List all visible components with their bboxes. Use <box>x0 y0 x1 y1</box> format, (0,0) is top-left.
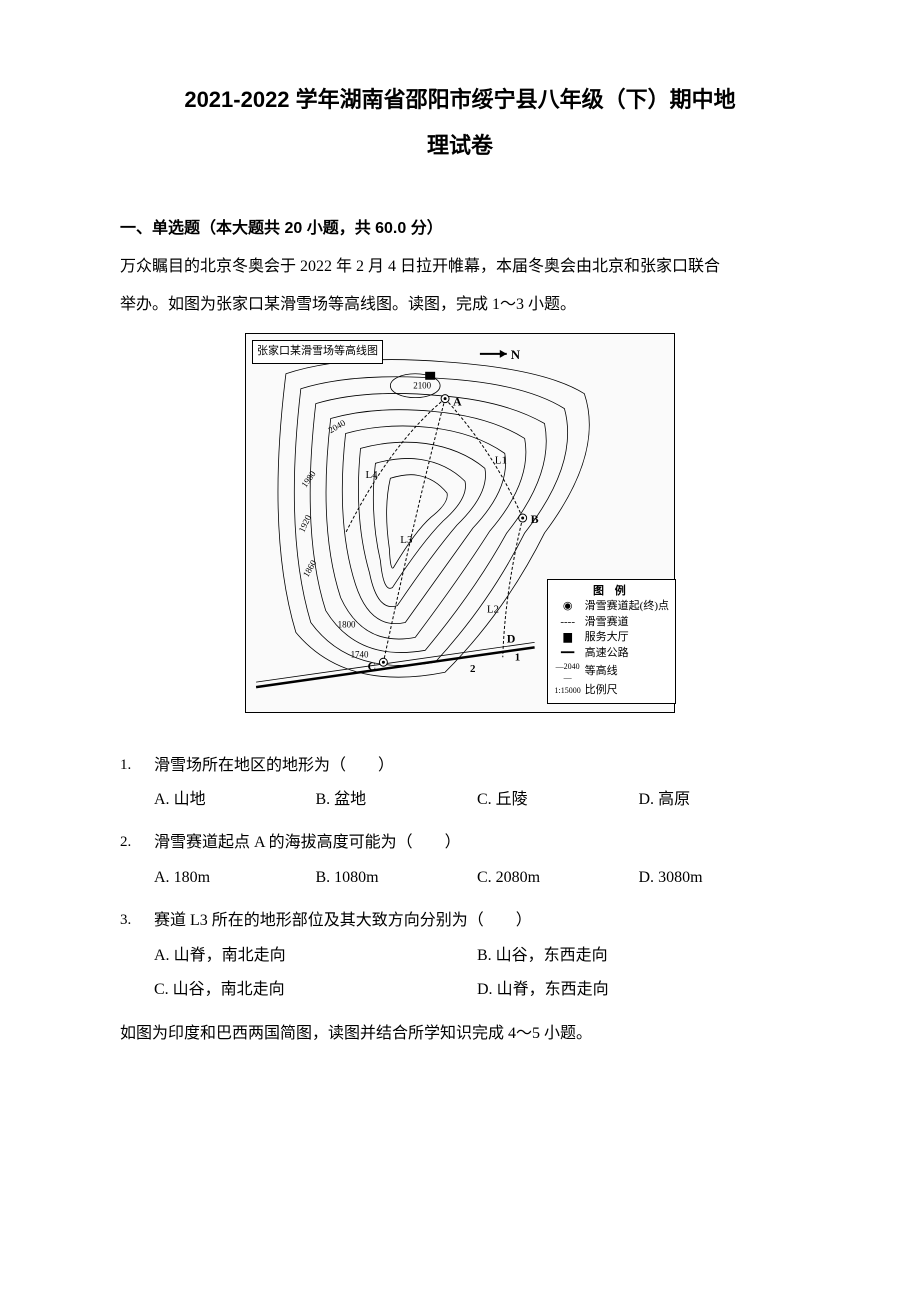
question-number-3: 3. <box>120 907 154 934</box>
legend-sym-4: —2040— <box>554 661 582 683</box>
legend-label-0: 滑雪赛道起(终)点 <box>585 599 669 614</box>
figure-title-label: 张家口某滑雪场等高线图 <box>252 340 383 364</box>
track-l4 <box>346 398 445 532</box>
contour-label-1980: 1980 <box>299 468 318 489</box>
track-l1 <box>445 398 523 517</box>
legend-sym-3: ━━ <box>554 646 582 661</box>
highway-line <box>256 647 535 687</box>
question-number-1: 1. <box>120 752 154 779</box>
figure-container: 张家口某滑雪场等高线图 2100 2040 1980 1920 1860 180… <box>120 333 800 724</box>
exam-title-line1: 2021-2022 学年湖南省邵阳市绥宁县八年级（下）期中地 <box>120 80 800 120</box>
contour-label-1740: 1740 <box>351 649 369 659</box>
q3-option-c: C. 山谷，南北走向 <box>154 976 477 1005</box>
q2-option-b: B. 1080m <box>316 864 478 893</box>
q1-option-a: A. 山地 <box>154 786 316 815</box>
q3-option-a: A. 山脊，南北走向 <box>154 942 477 971</box>
service-hall-icon <box>425 372 435 380</box>
question-number-2: 2. <box>120 829 154 856</box>
passage-1-line2: 举办。如图为张家口某滑雪场等高线图。读图，完成 1～3 小题。 <box>120 290 800 320</box>
point-d: D <box>507 631 516 645</box>
passage-2: 如图为印度和巴西两国简图，读图并结合所学知识完成 4～5 小题。 <box>120 1019 800 1049</box>
highway-label-2: 2 <box>470 663 475 675</box>
q2-option-d: D. 3080m <box>639 864 801 893</box>
highway-line2 <box>256 642 535 682</box>
q1-option-c: C. 丘陵 <box>477 786 639 815</box>
q3-option-b: B. 山谷，东西走向 <box>477 942 800 971</box>
q1-option-d: D. 高原 <box>639 786 801 815</box>
svg-text:N: N <box>511 347 521 362</box>
q3-option-d: D. 山脊，东西走向 <box>477 976 800 1005</box>
question-1: 1. 滑雪场所在地区的地形为（ ） <box>120 752 800 781</box>
options-q3: A. 山脊，南北走向 B. 山谷，东西走向 C. 山谷，南北走向 D. 山脊，东… <box>154 942 800 1006</box>
legend-label-5: 比例尺 <box>585 683 618 698</box>
contour-map-figure: 张家口某滑雪场等高线图 2100 2040 1980 1920 1860 180… <box>245 333 675 713</box>
contour-label-2100: 2100 <box>413 380 431 390</box>
legend-label-2: 服务大厅 <box>585 630 629 645</box>
legend-label-1: 滑雪赛道 <box>585 615 629 630</box>
question-text-3: 赛道 L3 所在的地形部位及其大致方向分别为（ ） <box>154 907 800 936</box>
label-l1: L1 <box>495 454 507 466</box>
question-text-1: 滑雪场所在地区的地形为（ ） <box>154 752 800 781</box>
legend-sym-2: ▆ <box>554 630 582 645</box>
svg-text:A: A <box>453 394 462 408</box>
options-q2: A. 180m B. 1080m C. 2080m D. 3080m <box>154 864 800 893</box>
legend-label-3: 高速公路 <box>585 646 629 661</box>
svg-text:B: B <box>531 512 539 526</box>
legend-sym-0: ◉ <box>554 599 582 614</box>
svg-text:C: C <box>367 659 376 673</box>
passage-1-line1: 万众瞩目的北京冬奥会于 2022 年 2 月 4 日拉开帷幕，本届冬奥会由北京和… <box>120 252 800 282</box>
contour-label-2040: 2040 <box>327 417 348 435</box>
question-text-2: 滑雪赛道起点 A 的海拔高度可能为（ ） <box>154 829 800 858</box>
legend-box: 图 例 ◉滑雪赛道起(终)点 ----滑雪赛道 ▆服务大厅 ━━高速公路 —20… <box>547 579 676 704</box>
exam-title-line2: 理试卷 <box>120 126 800 166</box>
q2-option-c: C. 2080m <box>477 864 639 893</box>
label-l3: L3 <box>400 534 413 546</box>
legend-sym-5: 1:15000 <box>554 685 582 696</box>
options-q1: A. 山地 B. 盆地 C. 丘陵 D. 高原 <box>154 786 800 815</box>
label-l2: L2 <box>487 603 499 615</box>
legend-sym-1: ---- <box>554 615 582 630</box>
svg-text:D: D <box>507 631 516 645</box>
q2-option-a: A. 180m <box>154 864 316 893</box>
highway-label-1: 1 <box>515 651 520 663</box>
label-l4: L4 <box>366 469 379 481</box>
legend-title: 图 例 <box>554 584 669 599</box>
north-arrow-icon: N <box>480 347 521 362</box>
q1-option-b: B. 盆地 <box>316 786 478 815</box>
track-l3 <box>383 398 445 662</box>
section-header: 一、单选题（本大题共 20 小题，共 60.0 分） <box>120 215 800 244</box>
question-2: 2. 滑雪赛道起点 A 的海拔高度可能为（ ） <box>120 829 800 858</box>
legend-label-4: 等高线 <box>585 664 618 679</box>
question-3: 3. 赛道 L3 所在的地形部位及其大致方向分别为（ ） <box>120 907 800 936</box>
contour-label-1800: 1800 <box>338 619 356 629</box>
